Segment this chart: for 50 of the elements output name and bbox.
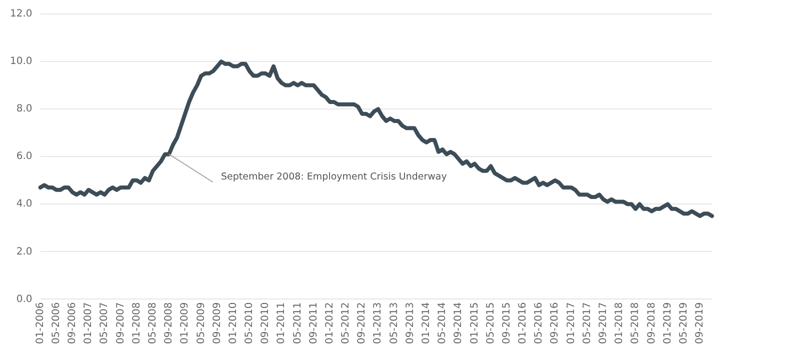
x-tick-label: 01-2018 (614, 302, 626, 344)
y-tick-label: 4.0 (16, 198, 32, 210)
y-tick-label: 2.0 (16, 246, 32, 258)
x-tick-label: 09-2019 (694, 302, 706, 344)
x-tick-label: 09-2008 (164, 302, 175, 344)
x-tick-label: 01-2015 (469, 302, 480, 344)
x-tick-label: 05-2006 (50, 302, 62, 344)
x-tick-label: 01-2009 (180, 302, 191, 344)
x-tick-label: 05-2013 (388, 302, 400, 344)
x-tick-label: 01-2010 (228, 302, 239, 344)
x-tick-label: 01-2016 (518, 302, 529, 344)
x-tick-label: 01-2008 (131, 302, 142, 344)
y-tick-label: 10.0 (10, 56, 32, 68)
x-tick-label: 05-2007 (99, 302, 110, 344)
x-tick-label: 01-2012 (324, 302, 336, 344)
x-tick-label: 05-2015 (485, 302, 496, 344)
x-tick-label: 09-2006 (67, 302, 78, 344)
y-tick-label: 6.0 (16, 151, 32, 162)
x-tick-label: 05-2012 (340, 302, 352, 344)
x-tick-label: 09-2017 (598, 302, 609, 344)
x-tick-label: 01-2014 (421, 302, 432, 344)
x-tick-label: 05-2014 (437, 302, 448, 344)
y-tick-label: 8.0 (16, 104, 32, 115)
x-tick-label: 01-2019 (662, 302, 674, 344)
x-tick-label: 09-2011 (308, 302, 320, 344)
x-tick-label: 09-2010 (260, 302, 272, 344)
x-tick-label: 09-2013 (404, 302, 416, 344)
x-tick-label: 01-2007 (83, 302, 94, 344)
x-tick-label: 05-2017 (582, 302, 593, 344)
x-tick-label: 01-2011 (276, 302, 288, 344)
x-tick-label: 01-2013 (372, 302, 384, 344)
x-tick-label: 05-2008 (147, 302, 158, 344)
x-tick-label: 09-2015 (501, 302, 512, 344)
x-tick-label: 05-2011 (292, 302, 304, 344)
annotation: September 2008: Employment Crisis Underway (220, 172, 448, 183)
x-tick-label: 05-2009 (196, 302, 207, 344)
x-tick-label: 05-2019 (678, 302, 690, 344)
x-tick-label: 09-2018 (646, 302, 658, 344)
x-tick-label: 09-2009 (212, 302, 223, 344)
x-tick-label: 09-2014 (453, 302, 464, 344)
x-tick-label: 09-2012 (356, 302, 368, 344)
x-tick-label: 09-2007 (115, 302, 126, 344)
x-tick-label: 05-2016 (534, 302, 545, 344)
y-tick-label: 0.0 (16, 294, 32, 305)
x-tick-label: 01-2006 (34, 302, 46, 344)
y-tick-label: 12.0 (10, 8, 32, 20)
x-tick-label: 05-2018 (630, 302, 642, 344)
x-tick-label: 05-2010 (244, 302, 256, 344)
x-tick-label: 09-2016 (550, 302, 561, 344)
x-tick-label: 01-2017 (566, 302, 577, 344)
